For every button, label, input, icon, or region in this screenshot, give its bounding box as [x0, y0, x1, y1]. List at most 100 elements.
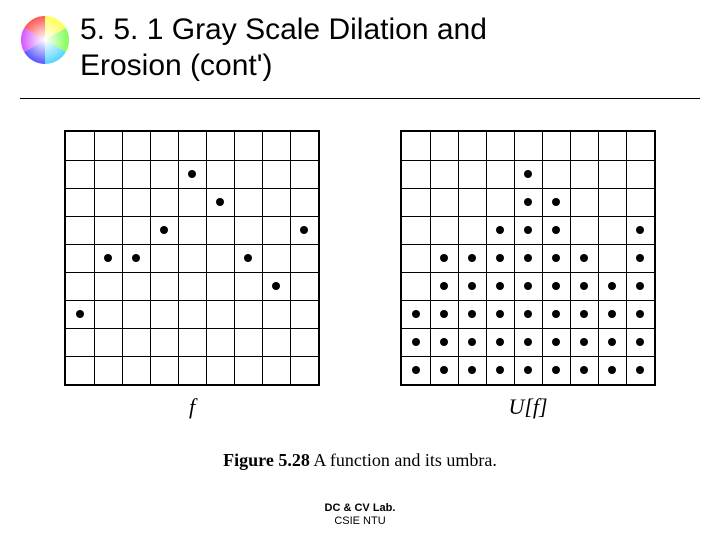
title-line-2: Erosion (cont') — [80, 49, 272, 82]
data-point — [104, 254, 112, 262]
grid-line — [402, 160, 654, 161]
grid-line — [290, 132, 291, 384]
data-point — [244, 254, 252, 262]
data-point — [580, 366, 588, 374]
grid-line — [402, 300, 654, 301]
grid-line — [66, 300, 318, 301]
title-underline — [20, 98, 700, 99]
data-point — [552, 254, 560, 262]
data-point — [496, 254, 504, 262]
grid-line — [402, 216, 654, 217]
grid-line — [402, 356, 654, 357]
figure-caption: Figure 5.28 A function and its umbra. — [0, 450, 720, 471]
grid-line — [486, 132, 487, 384]
data-point — [468, 254, 476, 262]
grid-line — [122, 132, 123, 384]
footer-line-2: CSIE NTU — [0, 515, 720, 528]
data-point — [636, 310, 644, 318]
data-point — [524, 226, 532, 234]
data-point — [636, 338, 644, 346]
data-point — [608, 338, 616, 346]
title-row: 5. 5. 1 Gray Scale Dilation and Erosion … — [15, 10, 705, 84]
data-point — [440, 338, 448, 346]
data-point — [468, 338, 476, 346]
grid-line — [234, 132, 235, 384]
grid-line — [402, 188, 654, 189]
grid-line — [542, 132, 543, 384]
grid-line — [514, 132, 515, 384]
data-point — [440, 310, 448, 318]
data-point — [440, 282, 448, 290]
data-point — [412, 310, 420, 318]
data-point — [440, 254, 448, 262]
right-figure: U[f] — [400, 130, 656, 420]
data-point — [552, 310, 560, 318]
data-point — [412, 338, 420, 346]
data-point — [188, 170, 196, 178]
data-point — [300, 226, 308, 234]
data-point — [272, 282, 280, 290]
data-point — [496, 310, 504, 318]
data-point — [580, 254, 588, 262]
caption-bold: Figure 5.28 — [223, 450, 310, 470]
grid-line — [206, 132, 207, 384]
data-point — [524, 282, 532, 290]
data-point — [496, 366, 504, 374]
grid-line — [458, 132, 459, 384]
left-figure: f — [64, 130, 320, 420]
grid-line — [598, 132, 599, 384]
data-point — [608, 366, 616, 374]
data-point — [580, 310, 588, 318]
grid-line — [66, 272, 318, 273]
data-point — [636, 254, 644, 262]
data-point — [552, 198, 560, 206]
data-point — [552, 226, 560, 234]
grid-line — [66, 216, 318, 217]
data-point — [580, 338, 588, 346]
right-grid-label: U[f] — [400, 394, 656, 420]
footer: DC & CV Lab. CSIE NTU — [0, 502, 720, 528]
logo-icon — [15, 10, 75, 70]
grid-line — [94, 132, 95, 384]
data-point — [580, 282, 588, 290]
data-point — [524, 338, 532, 346]
title-line-1: 5. 5. 1 Gray Scale Dilation and — [80, 13, 487, 46]
data-point — [132, 254, 140, 262]
left-grid-label: f — [64, 394, 320, 420]
data-point — [440, 366, 448, 374]
data-point — [608, 310, 616, 318]
grid-line — [66, 244, 318, 245]
data-point — [552, 282, 560, 290]
right-grid — [400, 130, 656, 386]
grid-line — [66, 328, 318, 329]
data-point — [468, 310, 476, 318]
grid-line — [626, 132, 627, 384]
data-point — [524, 170, 532, 178]
grid-line — [66, 188, 318, 189]
data-point — [636, 366, 644, 374]
data-point — [524, 310, 532, 318]
data-point — [636, 282, 644, 290]
data-point — [552, 366, 560, 374]
caption-rest: A function and its umbra. — [310, 450, 497, 470]
footer-line-1: DC & CV Lab. — [0, 502, 720, 515]
grid-line — [402, 244, 654, 245]
slide-title: 5. 5. 1 Gray Scale Dilation and Erosion … — [80, 10, 487, 84]
data-point — [496, 282, 504, 290]
data-point — [608, 282, 616, 290]
grid-line — [430, 132, 431, 384]
data-point — [468, 366, 476, 374]
figures-row: f U[f] — [0, 130, 720, 420]
data-point — [636, 226, 644, 234]
data-point — [160, 226, 168, 234]
data-point — [496, 226, 504, 234]
grid-line — [178, 132, 179, 384]
data-point — [524, 254, 532, 262]
grid-line — [66, 356, 318, 357]
data-point — [216, 198, 224, 206]
grid-line — [570, 132, 571, 384]
data-point — [524, 198, 532, 206]
grid-line — [150, 132, 151, 384]
grid-line — [402, 272, 654, 273]
data-point — [76, 310, 84, 318]
